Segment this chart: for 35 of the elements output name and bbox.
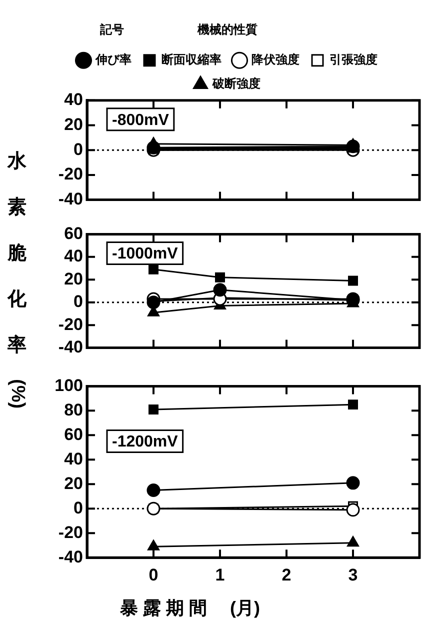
legend-label: 断面収縮率 (162, 52, 222, 67)
y-tick-label: 20 (64, 114, 83, 134)
x-tick-label: 2 (282, 565, 292, 584)
y-tick-label: 20 (64, 269, 83, 288)
y-tick-label: -40 (58, 337, 83, 356)
y-tick-label: 40 (64, 246, 83, 266)
text: 記号 (99, 22, 124, 36)
legend-label: 引張強度 (330, 52, 378, 67)
legend-title: 機械的性質 (196, 22, 258, 36)
annotation: -1200mV (112, 434, 178, 451)
x-tick-label: 3 (348, 565, 358, 584)
y-tick-label: -20 (58, 522, 83, 542)
annotation: -1000mV (112, 246, 178, 263)
y-tick-label: 80 (64, 400, 83, 420)
y-tick-label: -20 (58, 314, 83, 334)
x-axis-title: 暴 露 期 間 (月) (120, 597, 260, 620)
y-tick-label: 0 (74, 140, 83, 159)
y-tick-label: -40 (58, 189, 83, 208)
text: 水素脆化率(%) (7, 151, 28, 409)
y-tick-label: 100 (54, 376, 83, 395)
y-tick-label: 0 (74, 292, 83, 312)
y-tick-label: 40 (64, 449, 83, 468)
legend-label: 破断強度 (212, 76, 260, 91)
legend-label: 降伏強度 (252, 52, 300, 67)
x-tick-label: 1 (215, 565, 225, 584)
y-tick-label: 60 (64, 424, 83, 444)
y-tick-label: 40 (64, 90, 83, 110)
annotation: -800mV (112, 112, 170, 129)
x-tick-label: 0 (148, 565, 158, 584)
y-tick-label: -40 (58, 547, 83, 566)
y-tick-label: 60 (64, 224, 83, 243)
legend-label: 伸び率 (94, 52, 132, 67)
y-tick-label: -20 (58, 164, 83, 184)
y-tick-label: 20 (64, 474, 83, 493)
y-tick-label: 0 (74, 498, 83, 518)
